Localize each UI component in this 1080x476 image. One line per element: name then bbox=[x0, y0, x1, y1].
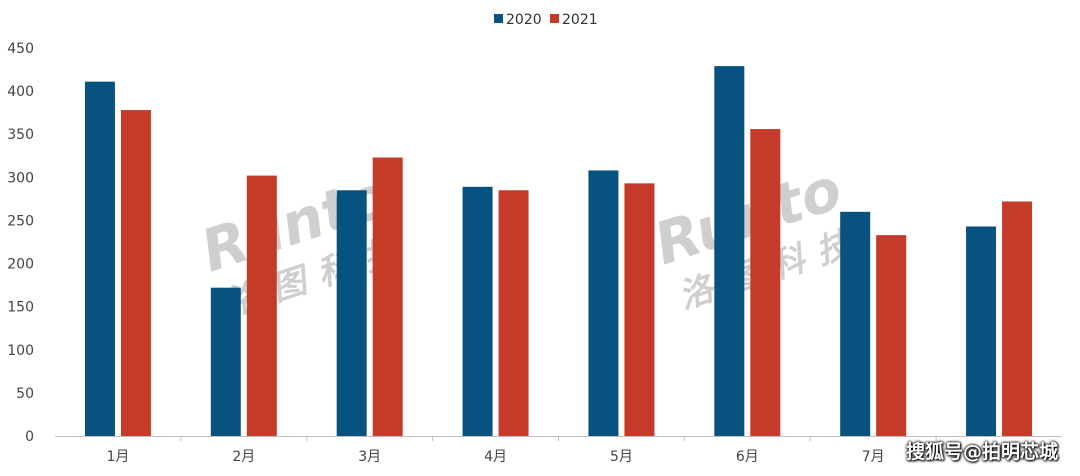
y-tick-label: 50 bbox=[16, 386, 34, 402]
bar-2021 bbox=[120, 110, 151, 436]
y-tick-label: 300 bbox=[7, 170, 34, 186]
x-tick-label: 7月 bbox=[862, 449, 885, 465]
bar-2020 bbox=[966, 226, 997, 436]
legend-label-2021: 2021 bbox=[562, 12, 598, 28]
bar-2020 bbox=[462, 186, 493, 436]
legend-swatch-2020 bbox=[494, 14, 503, 23]
y-tick-label: 350 bbox=[7, 127, 34, 143]
bar-2020 bbox=[714, 66, 745, 437]
legend: 2020 2021 bbox=[494, 12, 598, 28]
y-axis: 0 50 100 150 200 250 300 350 400 450 bbox=[7, 41, 34, 445]
bar-2021 bbox=[750, 129, 781, 436]
source-credit: 搜狐号@拍明芯城 bbox=[905, 441, 1058, 463]
bar-2021 bbox=[1002, 201, 1033, 436]
bar-2020 bbox=[588, 170, 619, 437]
bar-2021 bbox=[246, 175, 277, 436]
y-tick-label: 200 bbox=[7, 257, 34, 273]
y-tick-label: 0 bbox=[25, 429, 34, 445]
bar-2020 bbox=[84, 81, 115, 437]
bar-2020 bbox=[840, 211, 871, 436]
bar-2021 bbox=[876, 235, 907, 436]
bar-2020 bbox=[336, 190, 367, 436]
bar-2021 bbox=[624, 183, 655, 436]
x-tick-label: 3月 bbox=[358, 449, 381, 465]
x-tick-label: 2月 bbox=[232, 449, 255, 465]
x-axis: 1月 2月 3月 4月 5月 6月 7月 bbox=[55, 436, 1062, 465]
legend-label-2020: 2020 bbox=[506, 12, 542, 28]
legend-swatch-2021 bbox=[550, 14, 559, 23]
y-tick-label: 400 bbox=[7, 84, 34, 100]
bar-2020 bbox=[210, 287, 241, 436]
y-tick-label: 450 bbox=[7, 41, 34, 57]
x-tick-label: 4月 bbox=[484, 449, 507, 465]
bar-2021 bbox=[372, 157, 403, 436]
y-tick-label: 100 bbox=[7, 343, 34, 359]
bar-2021 bbox=[498, 190, 529, 436]
x-tick-label: 6月 bbox=[736, 449, 759, 465]
bars bbox=[84, 66, 1033, 437]
y-tick-label: 150 bbox=[7, 300, 34, 316]
x-tick-label: 5月 bbox=[610, 449, 633, 465]
x-tick-label: 1月 bbox=[106, 449, 129, 465]
y-tick-label: 250 bbox=[7, 213, 34, 229]
